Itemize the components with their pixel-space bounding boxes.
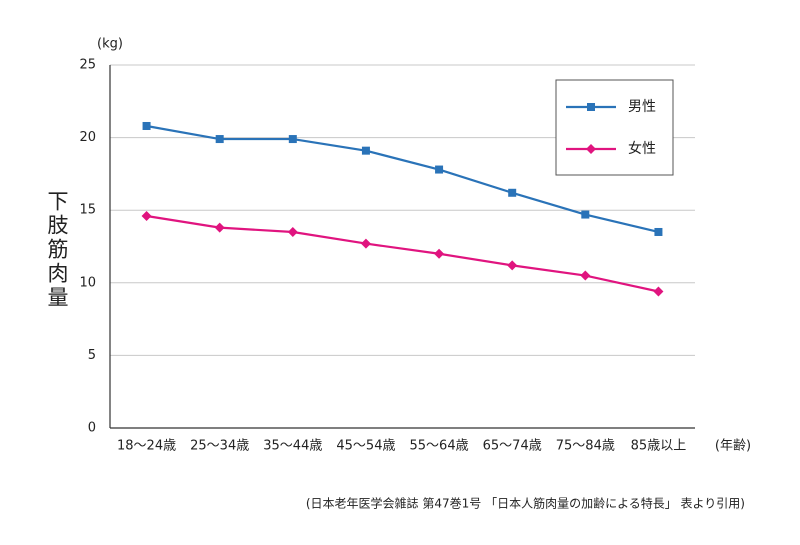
data-point xyxy=(580,270,591,281)
data-point xyxy=(214,222,225,233)
y-tick-label: 25 xyxy=(79,58,96,73)
source-note: (日本老年医学会雑誌 第47巻1号 「日本人筋肉量の加齢による特長」 表より引用… xyxy=(306,496,745,511)
data-point xyxy=(287,226,298,237)
x-tick-label: 65～74歳 xyxy=(483,439,542,454)
data-point xyxy=(581,210,590,219)
data-point xyxy=(435,165,444,174)
y-tick-label: 0 xyxy=(88,421,96,436)
data-point xyxy=(507,260,518,271)
series-line xyxy=(146,124,659,234)
y-tick-label: 10 xyxy=(79,275,96,290)
y-axis-label: 下肢筋肉量 xyxy=(45,190,69,310)
y-tick-label: 5 xyxy=(88,348,96,363)
legend-box xyxy=(555,79,674,176)
legend-marker xyxy=(587,103,595,111)
legend-label: 女性 xyxy=(628,140,656,157)
data-point xyxy=(434,248,445,259)
legend-marker xyxy=(586,144,596,154)
y-tick-label: 20 xyxy=(79,130,96,145)
data-point xyxy=(360,238,371,249)
y-unit: (kg) xyxy=(97,37,123,52)
x-unit: (年齢) xyxy=(715,439,751,454)
x-tick-label: 45～54歳 xyxy=(336,439,395,454)
data-point xyxy=(288,135,297,144)
data-point xyxy=(141,211,152,222)
legend-label: 男性 xyxy=(628,99,656,115)
x-tick-label: 85歳以上 xyxy=(631,439,687,454)
data-point xyxy=(508,188,517,197)
data-point xyxy=(654,227,663,236)
x-tick-label: 25～34歳 xyxy=(190,439,249,454)
data-point xyxy=(215,135,224,144)
x-tick-label: 35～44歳 xyxy=(263,439,322,454)
x-tick-label: 55～64歳 xyxy=(410,439,469,454)
data-point xyxy=(653,286,664,297)
data-point xyxy=(361,146,370,155)
series-line xyxy=(146,214,659,293)
y-tick-label: 15 xyxy=(79,203,96,218)
x-tick-label: 75～84歳 xyxy=(556,439,615,454)
x-tick-label: 18～24歳 xyxy=(117,439,176,454)
data-point xyxy=(142,121,151,130)
